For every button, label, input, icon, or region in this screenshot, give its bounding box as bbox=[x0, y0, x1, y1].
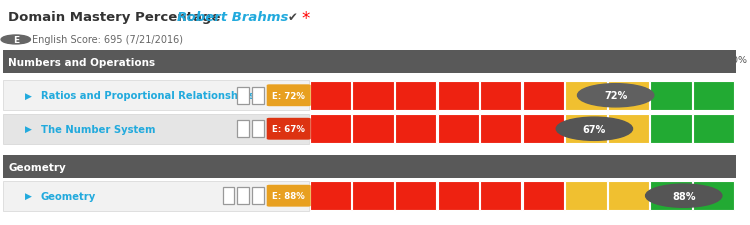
Circle shape bbox=[1, 36, 31, 45]
FancyBboxPatch shape bbox=[480, 182, 521, 210]
Text: The Number System: The Number System bbox=[40, 124, 155, 134]
Circle shape bbox=[646, 184, 722, 207]
FancyBboxPatch shape bbox=[395, 182, 436, 210]
Text: 100%: 100% bbox=[722, 56, 748, 65]
FancyBboxPatch shape bbox=[2, 114, 309, 144]
Text: Geometry: Geometry bbox=[40, 191, 96, 201]
FancyBboxPatch shape bbox=[566, 115, 607, 144]
Text: 88%: 88% bbox=[672, 191, 695, 201]
FancyBboxPatch shape bbox=[223, 187, 235, 204]
Text: *: * bbox=[302, 10, 310, 28]
FancyBboxPatch shape bbox=[237, 88, 249, 104]
Text: 0%: 0% bbox=[302, 56, 316, 65]
FancyBboxPatch shape bbox=[480, 81, 521, 110]
FancyBboxPatch shape bbox=[650, 115, 692, 144]
FancyBboxPatch shape bbox=[437, 115, 479, 144]
FancyBboxPatch shape bbox=[2, 81, 309, 111]
FancyBboxPatch shape bbox=[523, 115, 564, 144]
FancyBboxPatch shape bbox=[437, 182, 479, 210]
Text: E: E bbox=[13, 36, 19, 45]
FancyBboxPatch shape bbox=[237, 121, 249, 137]
FancyBboxPatch shape bbox=[608, 81, 649, 110]
Text: 60%: 60% bbox=[554, 56, 575, 65]
FancyBboxPatch shape bbox=[693, 182, 734, 210]
Text: English Score: 695 (7/21/2016): English Score: 695 (7/21/2016) bbox=[32, 35, 183, 45]
Text: E: 72%: E: 72% bbox=[272, 91, 305, 100]
FancyBboxPatch shape bbox=[395, 81, 436, 110]
FancyBboxPatch shape bbox=[566, 81, 607, 110]
Text: 10%: 10% bbox=[341, 56, 362, 65]
Text: 80%: 80% bbox=[639, 56, 660, 65]
FancyBboxPatch shape bbox=[395, 115, 436, 144]
Text: ✔: ✔ bbox=[287, 11, 297, 24]
FancyBboxPatch shape bbox=[352, 115, 394, 144]
FancyBboxPatch shape bbox=[480, 115, 521, 144]
Text: 50%: 50% bbox=[512, 56, 532, 65]
Text: Domain Mastery Percentage: Domain Mastery Percentage bbox=[8, 11, 220, 24]
FancyBboxPatch shape bbox=[352, 182, 394, 210]
FancyBboxPatch shape bbox=[693, 81, 734, 110]
FancyBboxPatch shape bbox=[437, 81, 479, 110]
Text: 72%: 72% bbox=[604, 91, 627, 101]
FancyBboxPatch shape bbox=[650, 81, 692, 110]
Text: ▶: ▶ bbox=[25, 91, 32, 100]
Text: Ratios and Proportional Relationships: Ratios and Proportional Relationships bbox=[40, 91, 254, 101]
FancyBboxPatch shape bbox=[693, 115, 734, 144]
Text: ▶: ▶ bbox=[25, 191, 32, 200]
Text: Geometry: Geometry bbox=[8, 162, 66, 172]
Text: 30%: 30% bbox=[426, 56, 448, 65]
Circle shape bbox=[578, 84, 654, 107]
FancyBboxPatch shape bbox=[2, 181, 309, 211]
FancyBboxPatch shape bbox=[608, 182, 649, 210]
Text: 67%: 67% bbox=[583, 124, 606, 134]
FancyBboxPatch shape bbox=[252, 187, 264, 204]
FancyBboxPatch shape bbox=[523, 81, 564, 110]
FancyBboxPatch shape bbox=[310, 182, 351, 210]
FancyBboxPatch shape bbox=[650, 182, 692, 210]
FancyBboxPatch shape bbox=[352, 81, 394, 110]
FancyBboxPatch shape bbox=[523, 182, 564, 210]
Text: Numbers and Operations: Numbers and Operations bbox=[8, 58, 155, 68]
FancyBboxPatch shape bbox=[2, 155, 736, 179]
Text: 90%: 90% bbox=[682, 56, 703, 65]
Text: E: 88%: E: 88% bbox=[272, 191, 305, 200]
Text: ▶: ▶ bbox=[25, 125, 32, 134]
FancyBboxPatch shape bbox=[608, 115, 649, 144]
FancyBboxPatch shape bbox=[2, 51, 736, 74]
FancyBboxPatch shape bbox=[237, 187, 249, 204]
Circle shape bbox=[556, 118, 632, 141]
FancyBboxPatch shape bbox=[310, 81, 351, 110]
Text: Robert Brahms: Robert Brahms bbox=[177, 11, 289, 24]
FancyBboxPatch shape bbox=[267, 118, 310, 140]
FancyBboxPatch shape bbox=[252, 121, 264, 137]
Text: 70%: 70% bbox=[597, 56, 618, 65]
FancyBboxPatch shape bbox=[267, 85, 310, 107]
Text: 40%: 40% bbox=[469, 56, 490, 65]
FancyBboxPatch shape bbox=[310, 115, 351, 144]
Text: 20%: 20% bbox=[384, 56, 405, 65]
FancyBboxPatch shape bbox=[267, 185, 310, 207]
FancyBboxPatch shape bbox=[252, 88, 264, 104]
FancyBboxPatch shape bbox=[566, 182, 607, 210]
Text: E: 67%: E: 67% bbox=[272, 125, 305, 134]
